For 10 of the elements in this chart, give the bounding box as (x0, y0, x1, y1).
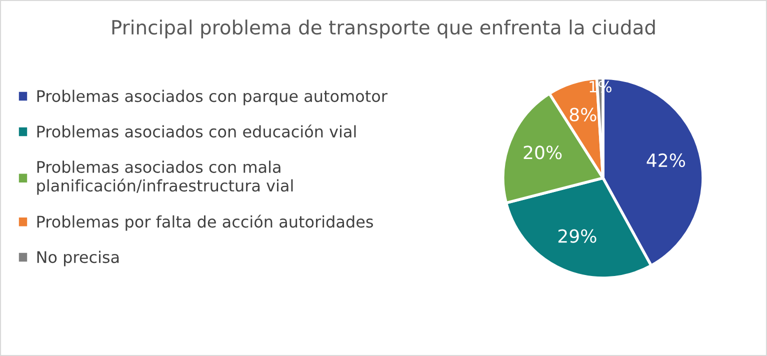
data-label: 29% (558, 229, 596, 243)
data-label: 8% (570, 108, 596, 122)
legend-label: Problemas asociados con parque automotor (37, 90, 388, 106)
legend-label: Problemas por falta de acción autoridades (37, 214, 373, 231)
legend-label: No precisa (37, 250, 119, 266)
legend-label: Problemas asociados con mala planificación/infraestructura vial (37, 160, 293, 195)
legend-label: Problemas asociados con educación vial (37, 124, 356, 138)
data-label: 42% (646, 153, 686, 168)
chart-title: Principal problema de transporte que enfrenta la ciudad (112, 20, 655, 38)
data-label: 20% (524, 146, 562, 160)
